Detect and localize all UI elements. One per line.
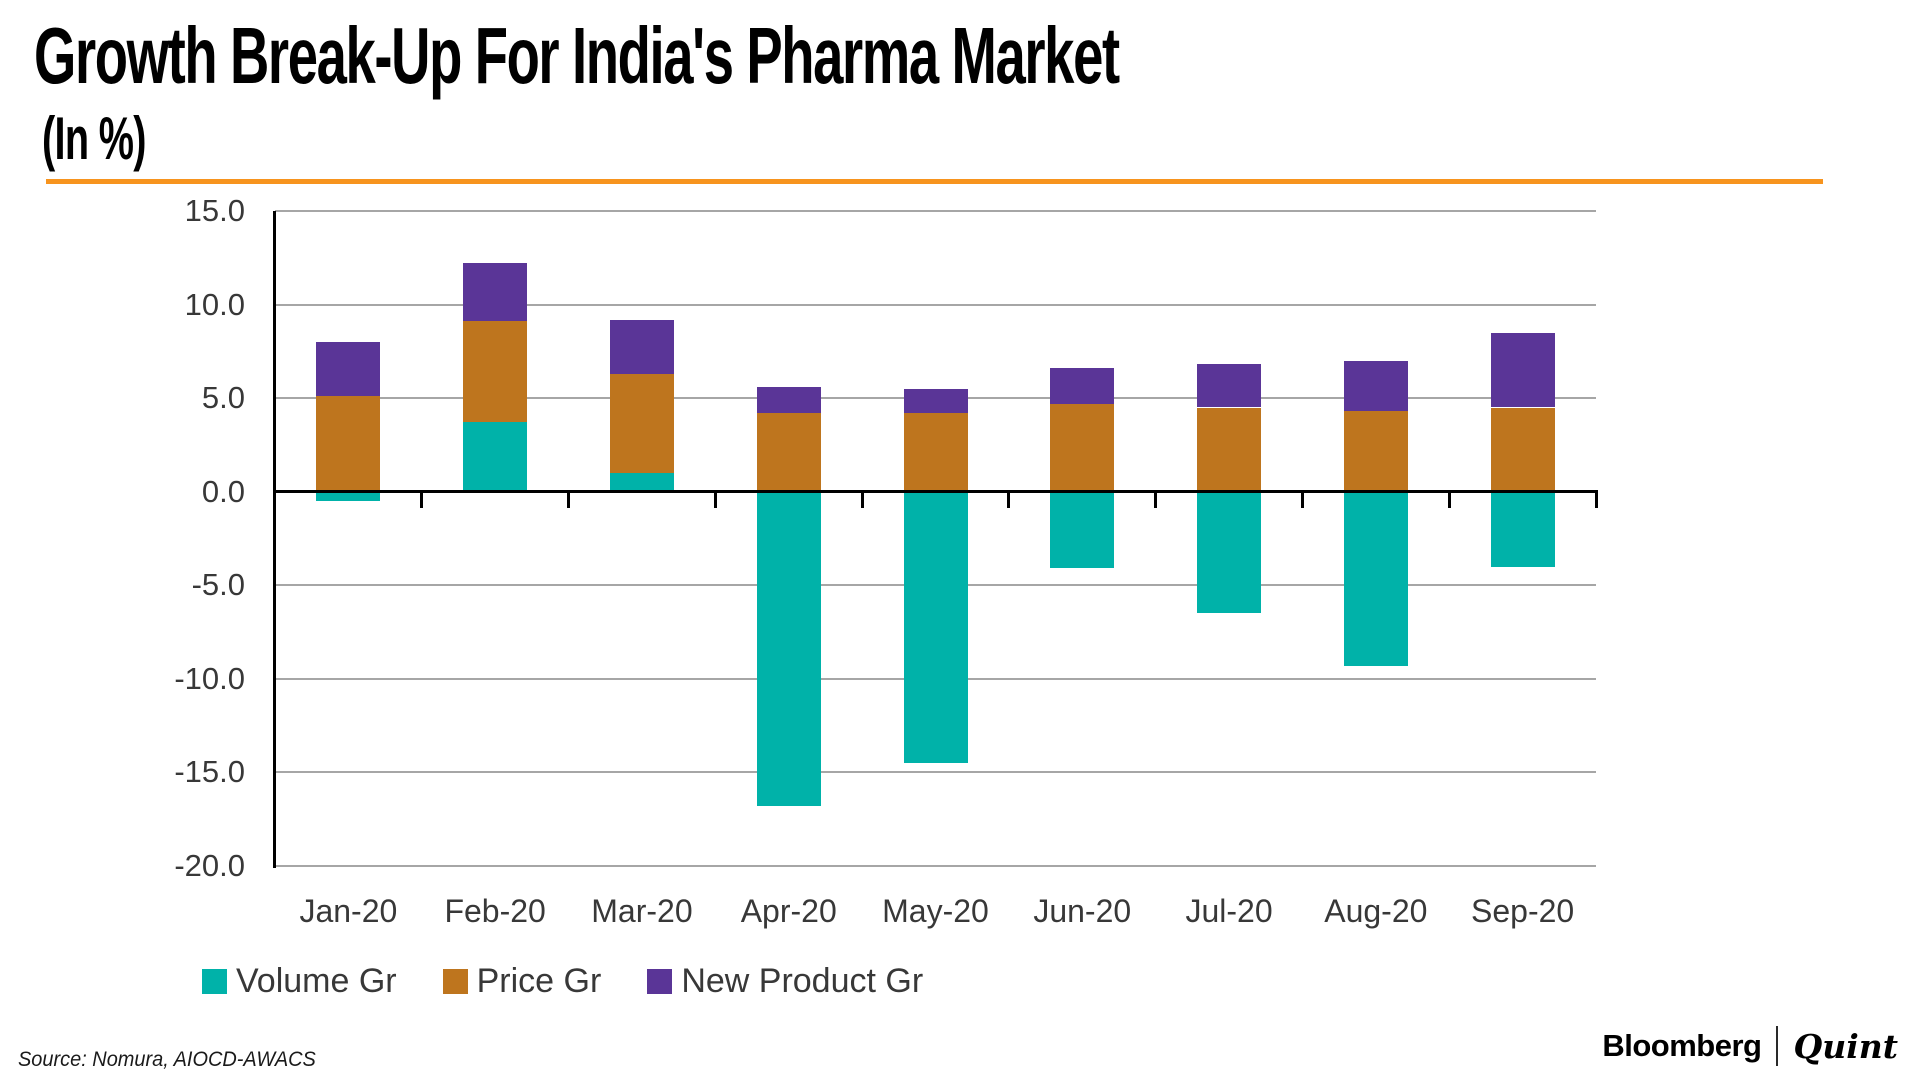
x-axis-tick (567, 491, 571, 508)
legend-item-volume-gr: Volume Gr (202, 962, 397, 1001)
bar-feb-20-price-gr (463, 321, 528, 423)
x-axis-label-feb-20: Feb-20 (444, 893, 546, 929)
x-axis-tick (1007, 491, 1011, 508)
bar-may-20-new-product-gr (903, 388, 968, 414)
bar-aug-20-price-gr (1343, 411, 1408, 492)
header-rule (46, 179, 1823, 184)
bar-mar-20-price-gr (609, 373, 674, 473)
legend-swatch-volume-gr (202, 969, 227, 994)
x-axis-tick (860, 491, 864, 508)
x-axis-tick (713, 491, 717, 508)
legend-swatch-new-product-gr (647, 969, 673, 994)
page-subtitle: (In %) (42, 105, 146, 172)
x-axis-tick (1594, 491, 1598, 508)
legend-swatch-price-gr (442, 969, 468, 994)
x-axis-zero-line (275, 490, 1598, 494)
bar-jul-20-new-product-gr (1197, 364, 1262, 408)
bar-feb-20-new-product-gr (463, 263, 528, 322)
y-axis-tick-label: 5.0 (201, 380, 245, 416)
y-axis-tick-label: 15.0 (184, 193, 245, 228)
bar-apr-20-new-product-gr (756, 386, 821, 414)
bar-may-20-volume-gr (903, 491, 968, 764)
x-axis-label-mar-20: Mar-20 (591, 893, 693, 929)
x-axis-label-aug-20: Aug-20 (1324, 893, 1428, 929)
x-axis-label-apr-20: Apr-20 (740, 893, 837, 929)
bar-sep-20-volume-gr (1490, 491, 1555, 567)
bar-apr-20-volume-gr (756, 491, 821, 807)
bar-jun-20-volume-gr (1050, 491, 1115, 569)
gridline-10 (275, 303, 1596, 306)
bar-jan-20-volume-gr (316, 491, 381, 502)
y-axis-tick-label: -10.0 (174, 660, 245, 696)
bar-aug-20-new-product-gr (1343, 360, 1408, 412)
y-axis-tick-label: 10.0 (184, 286, 245, 322)
gridline--15 (275, 771, 1596, 774)
y-axis-tick-label: -15.0 (174, 754, 245, 790)
legend-label: Volume Gr (236, 962, 397, 1000)
x-axis-label-jan-20: Jan-20 (299, 893, 398, 929)
y-axis-tick-label: 0.0 (201, 473, 245, 509)
legend-item-new-product-gr: New Product Gr (647, 962, 923, 1001)
bar-jan-20-new-product-gr (316, 342, 381, 397)
x-axis-label-jun-20: Jun-20 (1033, 893, 1132, 929)
branding: Bloomberg Quint (1602, 1026, 1898, 1066)
bar-jul-20-volume-gr (1197, 491, 1262, 614)
x-axis-label-may-20: May-20 (882, 893, 989, 929)
legend-item-price-gr: Price Gr (442, 962, 602, 1001)
bloomberg-logo: Bloomberg (1602, 1028, 1762, 1063)
bar-aug-20-volume-gr (1343, 491, 1408, 666)
x-axis-tick (1154, 491, 1158, 508)
legend-label: Price Gr (476, 962, 602, 1000)
x-axis-tick (420, 491, 424, 508)
page-title: Growth Break-Up For India's Pharma Marke… (34, 11, 1120, 100)
bar-jan-20-price-gr (316, 396, 381, 492)
y-axis-line (273, 211, 276, 868)
bar-apr-20-price-gr (756, 413, 821, 492)
y-axis-tick-label: -20.0 (174, 848, 245, 883)
gridline--20 (275, 865, 1596, 867)
bar-mar-20-new-product-gr (609, 319, 674, 374)
bar-feb-20-volume-gr (463, 422, 528, 492)
legend-label: New Product Gr (681, 962, 924, 1000)
bar-sep-20-price-gr (1490, 407, 1555, 492)
y-axis-tick-label: -5.0 (191, 567, 245, 603)
bar-jul-20-price-gr (1197, 407, 1262, 492)
gridline-15 (275, 210, 1596, 212)
bar-jun-20-new-product-gr (1050, 368, 1115, 404)
legend: Volume Gr Price Gr New Product Gr (202, 962, 923, 1001)
bar-mar-20-volume-gr (609, 473, 674, 492)
x-axis-label-jul-20: Jul-20 (1185, 893, 1273, 929)
brand-separator (1776, 1026, 1779, 1066)
x-axis-label-sep-20: Sep-20 (1471, 893, 1575, 929)
bar-sep-20-new-product-gr (1490, 332, 1555, 408)
quint-logo: Quint (1793, 1026, 1898, 1066)
bar-jun-20-price-gr (1050, 403, 1115, 492)
bar-may-20-price-gr (903, 413, 968, 492)
x-axis-tick (1447, 491, 1451, 508)
x-axis-tick (1300, 491, 1304, 508)
source-note: Source: Nomura, AIOCD-AWACS (18, 1048, 316, 1071)
